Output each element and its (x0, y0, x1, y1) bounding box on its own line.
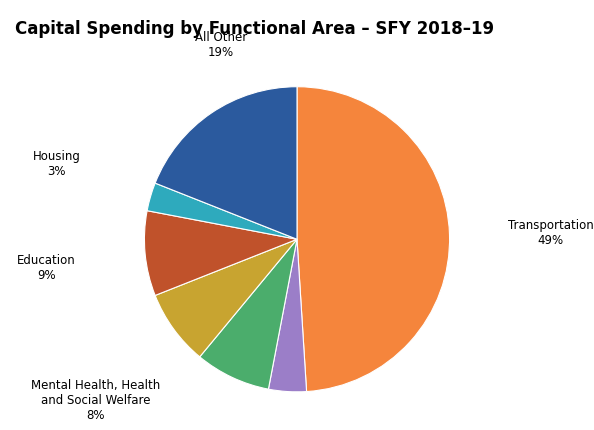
Wedge shape (297, 88, 450, 392)
Wedge shape (147, 184, 297, 240)
Wedge shape (268, 240, 307, 392)
Text: All Other
19%: All Other 19% (195, 31, 247, 59)
Text: Capital Spending by Functional Area – SFY 2018–19: Capital Spending by Functional Area – SF… (15, 20, 494, 38)
Text: Education
9%: Education 9% (17, 253, 76, 281)
Wedge shape (155, 240, 297, 357)
Text: Mental Health, Health
and Social Welfare
8%: Mental Health, Health and Social Welfare… (31, 378, 160, 421)
Text: Transportation
49%: Transportation 49% (507, 218, 593, 246)
Wedge shape (200, 240, 297, 389)
Wedge shape (144, 211, 297, 296)
Wedge shape (155, 88, 297, 240)
Text: Housing
3%: Housing 3% (33, 150, 80, 178)
